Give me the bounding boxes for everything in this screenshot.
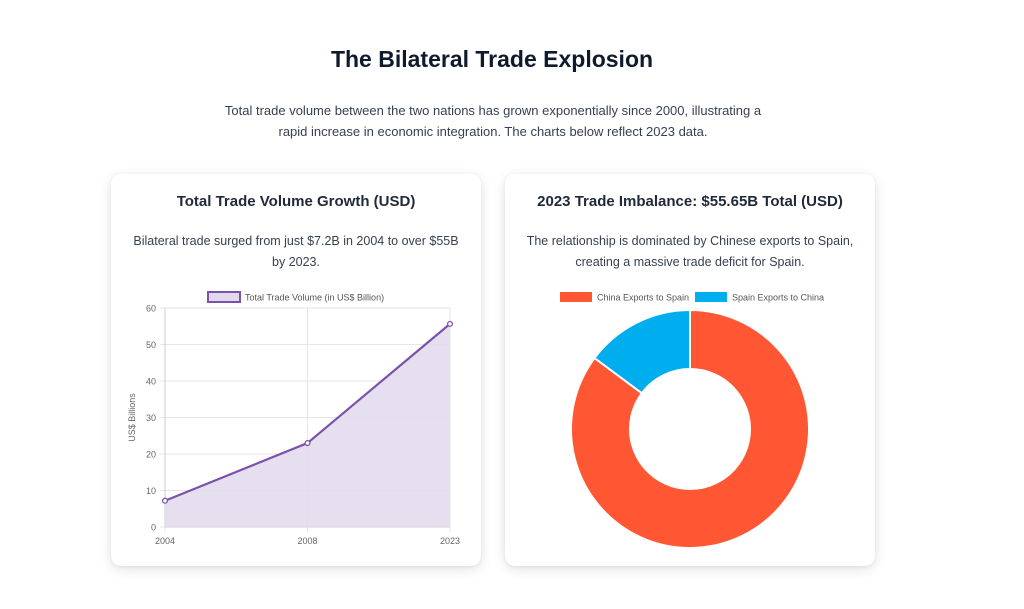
trade-volume-card: Total Trade Volume Growth (USD) Bilatera… xyxy=(111,174,481,566)
legend-swatch-spain-exports xyxy=(695,292,727,302)
x-tick-label: 2023 xyxy=(440,536,460,546)
legend-label-spain-exports: Spain Exports to China xyxy=(732,293,824,303)
y-tick-label: 60 xyxy=(146,304,156,314)
page-subtitle: Total trade volume between the two natio… xyxy=(224,103,762,139)
y-tick-label: 0 xyxy=(151,523,156,533)
trade-volume-point xyxy=(304,439,311,447)
trade-volume-area xyxy=(165,323,450,527)
trade-volume-title: Total Trade Volume Growth (USD) xyxy=(176,193,416,210)
trade-imbalance-donut-chart: China Exports to Spain Spain Exports to C… xyxy=(560,292,824,549)
trade-imbalance-description: The relationship is dominated by Chinese… xyxy=(526,234,854,269)
y-tick-label: 20 xyxy=(146,450,156,460)
x-tick-label: 2004 xyxy=(155,536,175,546)
y-axis-title: US$ Billions xyxy=(127,393,137,442)
legend-swatch-total-volume xyxy=(207,291,241,303)
trade-volume-point xyxy=(446,320,454,327)
y-tick-label: 40 xyxy=(146,377,156,387)
trade-volume-point xyxy=(161,497,169,504)
donut-slice-china-exports xyxy=(570,308,810,549)
y-tick-label: 10 xyxy=(146,486,156,496)
legend-label-total-volume: Total Trade Volume (in US$ Billion) xyxy=(245,293,384,303)
trade-imbalance-card: 2023 Trade Imbalance: $55.65B Total (USD… xyxy=(505,174,875,566)
trade-volume-line-chart: Total Trade Volume (in US$ Billion) 0 10 20… xyxy=(127,291,460,546)
x-tick-label: 2008 xyxy=(297,536,317,546)
legend-swatch-china-exports xyxy=(560,292,592,302)
trade-imbalance-title: 2023 Trade Imbalance: $55.65B Total (USD… xyxy=(537,193,843,210)
page-title: The Bilateral Trade Explosion xyxy=(330,46,654,72)
legend-label-china-exports: China Exports to Spain xyxy=(597,293,689,303)
y-tick-label: 50 xyxy=(146,340,156,350)
y-tick-label: 30 xyxy=(146,413,156,423)
trade-volume-description: Bilateral trade surged from just $7.2B i… xyxy=(133,234,459,269)
donut-slice-spain-exports xyxy=(593,308,691,395)
